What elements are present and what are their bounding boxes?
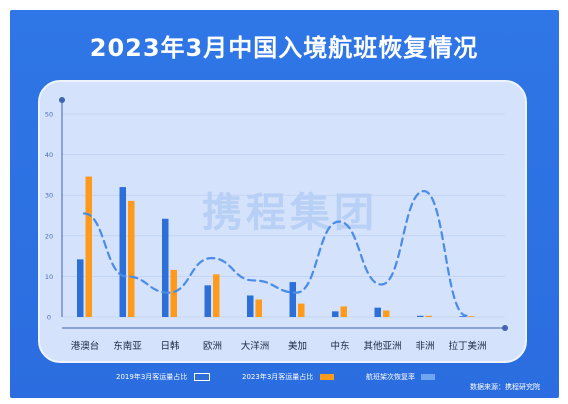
bar-2019 <box>417 315 424 317</box>
y-tick-label: 40 <box>45 151 53 159</box>
x-tick-label: 港澳台 <box>71 340 100 352</box>
bar-2019 <box>332 311 339 317</box>
chart-title: 2023年3月中国入境航班恢复情况 <box>89 34 479 62</box>
bar-2019 <box>459 316 466 317</box>
legend-swatch-2019 <box>193 373 210 381</box>
x-tick-label: 欧洲 <box>203 340 222 352</box>
bar-2023 <box>468 316 475 317</box>
bar-2023 <box>425 315 432 317</box>
bar-2023 <box>213 274 220 317</box>
bar-2023 <box>383 310 390 317</box>
bar-2019 <box>247 295 254 317</box>
watermark: 携程集团 <box>202 190 378 236</box>
legend-swatch-recovery <box>421 374 436 380</box>
x-tick-label: 大洋洲 <box>241 340 270 352</box>
bar-2019 <box>289 282 296 317</box>
bar-2019 <box>77 259 84 317</box>
bar-2023 <box>340 306 347 317</box>
y-axis-cap <box>59 97 65 103</box>
legend-swatch-2023 <box>319 374 334 380</box>
x-tick-label: 东南亚 <box>113 340 142 352</box>
legend-label-2019: 2019年3月客运量占比 <box>116 373 188 381</box>
legend-item-recovery: 航班架次恢复率 <box>366 372 436 384</box>
bar-2023 <box>170 269 177 317</box>
bar-2023 <box>128 200 135 317</box>
x-tick-label: 中东 <box>330 340 349 352</box>
bar-2023 <box>298 303 305 317</box>
bar-2019 <box>162 218 169 317</box>
data-source: 数据来源：携程研究院 <box>470 383 540 391</box>
bar-2019 <box>374 307 381 317</box>
x-tick-label: 其他亚洲 <box>363 340 401 352</box>
x-tick-label: 美加 <box>288 340 307 352</box>
y-tick-label: 30 <box>45 192 53 200</box>
legend-item-2023: 2023年3月客运量占比 <box>242 372 334 384</box>
bar-2019 <box>204 285 211 317</box>
bar-2019 <box>119 187 126 317</box>
legend-label-2023: 2023年3月客运量占比 <box>242 373 314 381</box>
x-tick-label: 拉丁美洲 <box>448 340 486 352</box>
x-tick-label: 日韩 <box>160 340 180 352</box>
y-tick-label: 0 <box>47 314 51 322</box>
y-tick-label: 20 <box>45 232 53 240</box>
y-tick-label: 10 <box>45 273 53 281</box>
y-tick-label: 50 <box>45 111 53 119</box>
x-tick-label: 非洲 <box>415 340 434 352</box>
bar-2023 <box>255 299 262 317</box>
legend-item-2019: 2019年3月客运量占比 <box>116 372 210 384</box>
x-axis-cap <box>502 325 508 331</box>
recovery-rate-line <box>82 190 468 317</box>
legend-label-recovery: 航班架次恢复率 <box>366 373 415 381</box>
bar-2023 <box>85 176 92 317</box>
